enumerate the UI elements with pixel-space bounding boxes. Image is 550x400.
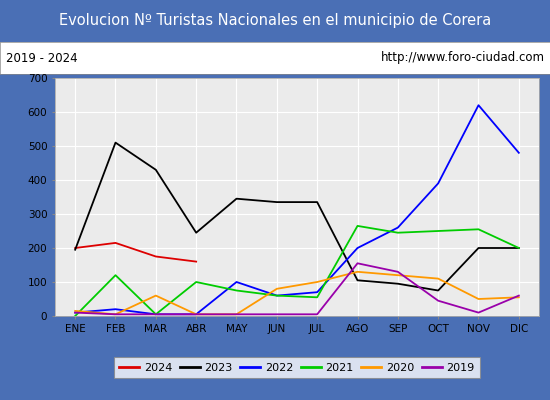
Text: Evolucion Nº Turistas Nacionales en el municipio de Corera: Evolucion Nº Turistas Nacionales en el m… (59, 14, 491, 28)
Legend: 2024, 2023, 2022, 2021, 2020, 2019: 2024, 2023, 2022, 2021, 2020, 2019 (114, 357, 480, 378)
Text: 2019 - 2024: 2019 - 2024 (6, 52, 77, 64)
Text: http://www.foro-ciudad.com: http://www.foro-ciudad.com (381, 52, 544, 64)
